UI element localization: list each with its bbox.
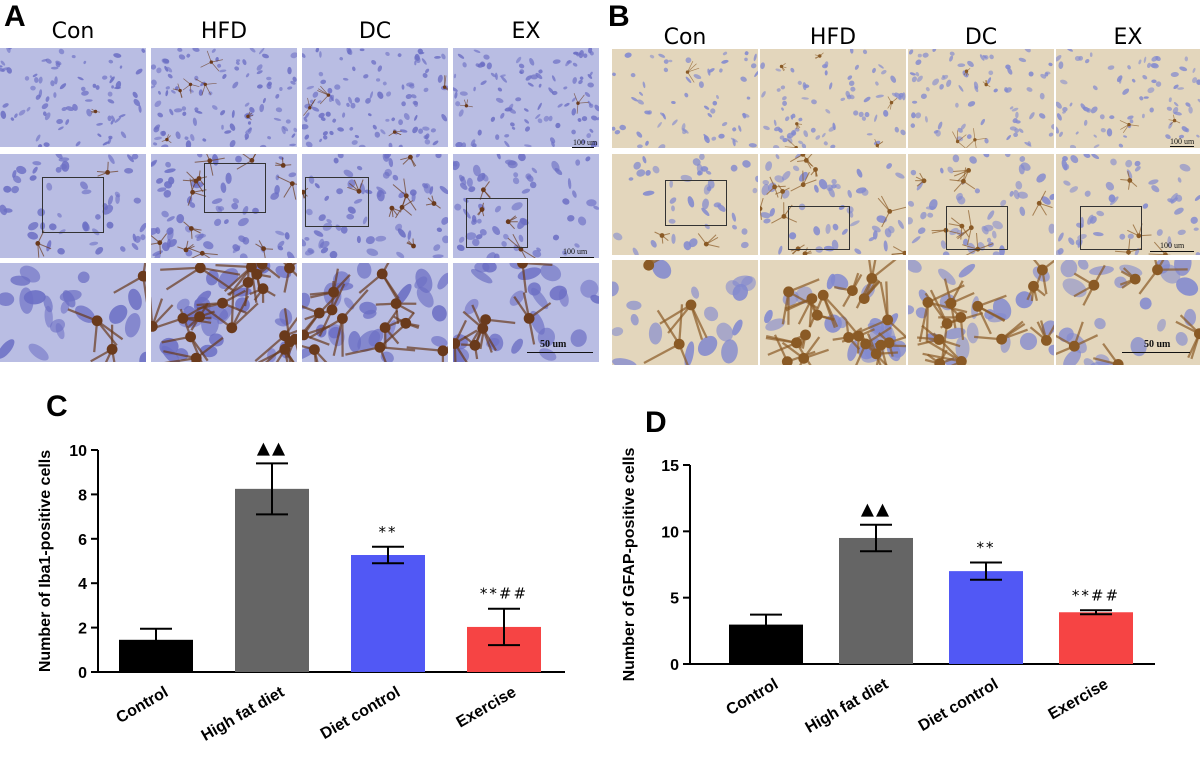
micrograph-tile	[760, 260, 906, 365]
x-tick-label: Control	[113, 684, 171, 727]
roi-box	[305, 177, 369, 227]
column-label-hfd: HFD	[809, 25, 857, 50]
bar-chart-iba1: 0 2 4 6 8 10 Number of Iba1-positive cells Cont…	[37, 438, 565, 745]
scale-label: 100 um	[1160, 241, 1185, 250]
y-tick-label: 0	[670, 657, 679, 674]
y-tick-label: 2	[78, 621, 87, 638]
micrograph-tile	[612, 260, 758, 365]
y-tick-label: 5	[670, 591, 679, 608]
roi-box	[466, 198, 528, 248]
micrograph-tile	[302, 48, 448, 147]
x-tick-label: Control	[723, 676, 781, 719]
roi-box	[788, 206, 850, 250]
micrograph-tile	[0, 48, 146, 147]
scale-bar	[527, 352, 593, 353]
roi-box	[42, 177, 104, 233]
bar	[351, 555, 425, 672]
scale-bar	[1170, 146, 1194, 147]
scale-bar	[1122, 352, 1190, 353]
x-tick-label: Diet control	[318, 684, 403, 743]
panel-letter-b: B	[608, 0, 630, 33]
micrograph-tile	[0, 263, 146, 362]
micrograph-tile	[453, 48, 599, 147]
panel-letter-c: C	[46, 390, 68, 423]
micrograph-tile	[302, 154, 448, 258]
bar	[235, 488, 309, 672]
y-axis-title: Number of Iba1-positive cells	[37, 450, 54, 672]
column-label-ex: EX	[1113, 25, 1143, 50]
y-tick-label: 8	[78, 487, 87, 504]
scale-bar	[1150, 251, 1194, 252]
y-tick-label: 10	[661, 524, 679, 541]
significance-label: ▲▲	[861, 500, 891, 520]
bar	[839, 537, 913, 664]
roi-box	[1080, 206, 1142, 250]
micrograph-tile	[151, 48, 297, 147]
micrograph-tile	[453, 154, 599, 258]
y-axis-title: Number of GFAP-positive cells	[621, 447, 638, 681]
x-tick-label: Exercise	[1046, 676, 1112, 724]
y-tick-label: 0	[78, 665, 87, 682]
column-label-dc: DC	[964, 25, 998, 50]
roi-box	[204, 163, 266, 213]
x-tick-label: Diet control	[916, 676, 1001, 735]
column-label-con: Con	[51, 19, 95, 44]
micrograph-tile	[908, 260, 1054, 365]
x-tick-label: High fat diet	[803, 675, 892, 736]
roi-box	[665, 180, 727, 226]
panel-letter-a: A	[4, 0, 26, 33]
bar	[1059, 612, 1133, 664]
column-label-ex: EX	[511, 19, 541, 44]
micrograph-tile	[1056, 260, 1200, 365]
significance-label: **	[977, 539, 996, 557]
bar	[949, 571, 1023, 664]
x-tick-label: Exercise	[454, 684, 520, 732]
x-tick-label: High fat diet	[199, 683, 288, 744]
micrograph-tile	[0, 154, 146, 258]
micrograph-tile	[151, 154, 297, 258]
micrograph-tile	[908, 49, 1054, 148]
y-tick-label: 4	[78, 576, 87, 593]
micrograph-tile	[453, 263, 599, 362]
column-label-con: Con	[663, 25, 707, 50]
micrograph-tile	[1056, 49, 1200, 148]
scale-label: 100 um	[573, 138, 598, 147]
micrograph-tile	[151, 263, 297, 362]
panel-letter-d: D	[645, 406, 667, 439]
column-label-dc: DC	[358, 19, 392, 44]
micrograph-tile	[908, 154, 1054, 255]
significance-label: **##	[1072, 586, 1120, 604]
bar-chart-gfap: 0 5 10 15 Number of GFAP-positive cells Contr…	[621, 447, 1155, 737]
column-label-hfd: HFD	[200, 19, 248, 44]
micrograph-tile	[612, 154, 758, 255]
scale-bar	[560, 257, 594, 258]
micrograph-tile	[760, 49, 906, 148]
significance-label: **	[379, 523, 398, 541]
y-tick-label: 10	[69, 443, 87, 460]
scale-label: 100 um	[1170, 137, 1195, 146]
micrograph-tile	[612, 49, 758, 148]
significance-label: **##	[480, 585, 528, 603]
scale-bar	[572, 147, 594, 148]
y-tick-label: 15	[661, 458, 679, 475]
significance-label: ▲▲	[257, 438, 287, 458]
scale-label: 50 um	[540, 339, 567, 350]
scale-label: 50 um	[1144, 339, 1171, 350]
scale-label: 100 um	[563, 247, 588, 256]
roi-box	[946, 206, 1008, 250]
y-tick-label: 6	[78, 532, 87, 549]
micrograph-tile	[302, 263, 448, 362]
